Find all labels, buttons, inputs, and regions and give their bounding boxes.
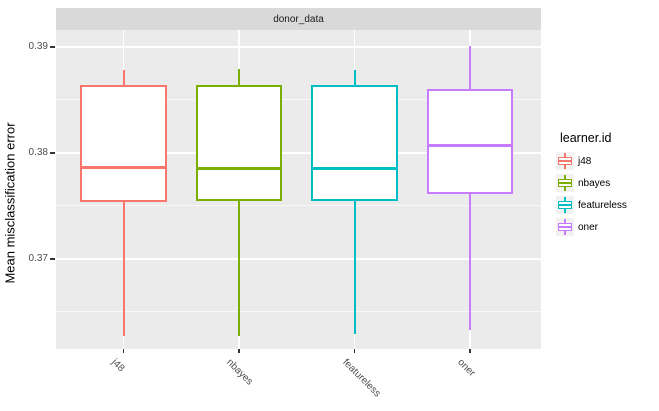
legend-key [556, 218, 574, 236]
legend-key [556, 152, 574, 170]
legend-title: learner.id [560, 131, 612, 145]
boxplot-median [80, 166, 167, 170]
x-tick-mark [353, 349, 356, 353]
x-tick-label: nbayes [224, 357, 255, 388]
legend-entry-label: nbayes [578, 177, 611, 189]
gridline-major [56, 258, 541, 260]
x-tick-label: featureless [339, 357, 383, 400]
boxplot-box [426, 89, 514, 195]
boxplot-box [80, 85, 167, 202]
legend-entry: nbayes [556, 174, 656, 192]
boxplot-glyph-median [558, 204, 572, 206]
gridline-minor [56, 311, 541, 313]
x-tick-label: oner [455, 357, 478, 379]
x-tick-mark [122, 349, 125, 353]
x-tick-mark [469, 349, 471, 353]
y-tick-mark [50, 152, 55, 154]
boxplot-glyph-median [558, 160, 572, 162]
legend-key [556, 174, 574, 192]
legend-entry-label: j48 [578, 155, 592, 167]
x-tick-mark [238, 349, 240, 353]
facet-strip-label: donor_data [273, 13, 324, 25]
boxplot-whisker [122, 70, 125, 337]
gridline-minor [56, 99, 541, 101]
legend-entry: j48 [556, 152, 656, 170]
gridline-major [56, 46, 541, 48]
legend-entry-label: oner [578, 221, 599, 233]
y-tick-label: 0.39 [28, 41, 48, 53]
legend-key [556, 196, 574, 214]
boxplot-box [195, 85, 283, 201]
boxplot-box [311, 85, 398, 201]
boxplot-median [311, 167, 398, 171]
legend-entry: featureless [556, 196, 656, 214]
x-tick-label: j48 [108, 357, 126, 375]
boxplot-median [426, 144, 514, 148]
y-tick-label: 0.37 [28, 253, 48, 265]
plot-panel [56, 30, 541, 349]
boxplot-glyph-median [558, 226, 572, 228]
boxplot-median [195, 167, 283, 171]
y-tick-mark [50, 258, 55, 260]
y-tick-mark [50, 46, 55, 48]
boxplot-whisker [238, 69, 241, 337]
legend-entries: j48 nbayes featureless oner [556, 152, 656, 236]
legend-entry: oner [556, 218, 656, 236]
legend: learner.id j48 nbayes featureless oner [556, 131, 656, 240]
gridline-minor [56, 205, 541, 207]
legend-entry-label: featureless [578, 199, 627, 211]
y-tick-label: 0.38 [28, 147, 48, 159]
boxplot-whisker [353, 70, 356, 335]
gridline-major [56, 152, 541, 154]
facet-strip: donor_data [56, 8, 541, 30]
boxplot-glyph-median [558, 182, 572, 184]
